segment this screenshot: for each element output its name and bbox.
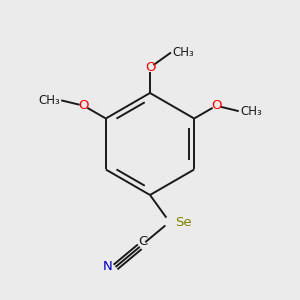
Text: CH₃: CH₃	[172, 46, 194, 59]
Text: O: O	[79, 99, 89, 112]
Text: CH₃: CH₃	[38, 94, 60, 107]
Text: Se: Se	[175, 215, 191, 229]
Text: C: C	[138, 235, 147, 248]
Text: O: O	[211, 99, 221, 112]
Text: N: N	[103, 260, 112, 274]
Text: CH₃: CH₃	[240, 105, 262, 118]
Text: O: O	[145, 61, 155, 74]
